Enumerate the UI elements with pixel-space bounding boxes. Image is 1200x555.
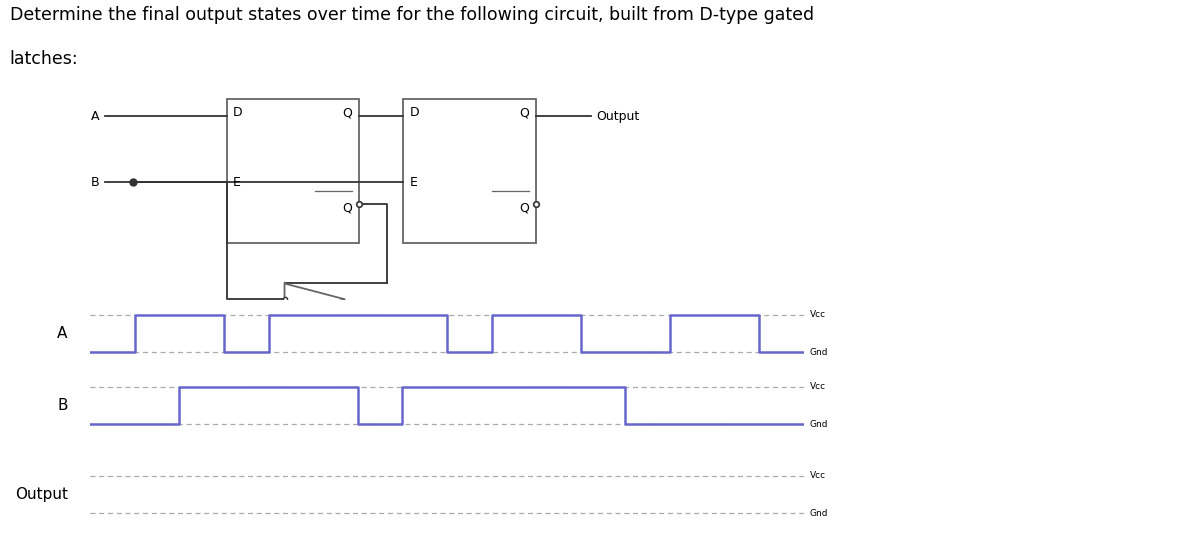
- Text: Gnd: Gnd: [810, 348, 828, 357]
- Bar: [227, 99, 359, 243]
- Text: latches:: latches:: [10, 50, 78, 68]
- Text: Output: Output: [596, 109, 640, 123]
- Text: B: B: [58, 398, 67, 413]
- Text: D: D: [410, 106, 420, 119]
- Text: A: A: [91, 109, 100, 123]
- Text: Gnd: Gnd: [810, 420, 828, 429]
- Text: E: E: [410, 176, 418, 189]
- Text: Determine the final output states over time for the following circuit, built fro: Determine the final output states over t…: [10, 6, 814, 23]
- Text: E: E: [233, 176, 241, 189]
- Text: Output: Output: [14, 487, 67, 502]
- Text: Gnd: Gnd: [810, 509, 828, 518]
- Text: Q: Q: [342, 201, 353, 214]
- Text: D: D: [233, 106, 242, 119]
- Text: Vcc: Vcc: [810, 382, 826, 391]
- Text: A: A: [58, 326, 67, 341]
- Text: Vcc: Vcc: [810, 471, 826, 480]
- Text: Vcc: Vcc: [810, 310, 826, 319]
- Text: Q: Q: [520, 201, 529, 214]
- Text: Q: Q: [520, 106, 529, 119]
- Text: B: B: [91, 176, 100, 189]
- Text: Q: Q: [342, 106, 353, 119]
- Bar: [403, 99, 535, 243]
